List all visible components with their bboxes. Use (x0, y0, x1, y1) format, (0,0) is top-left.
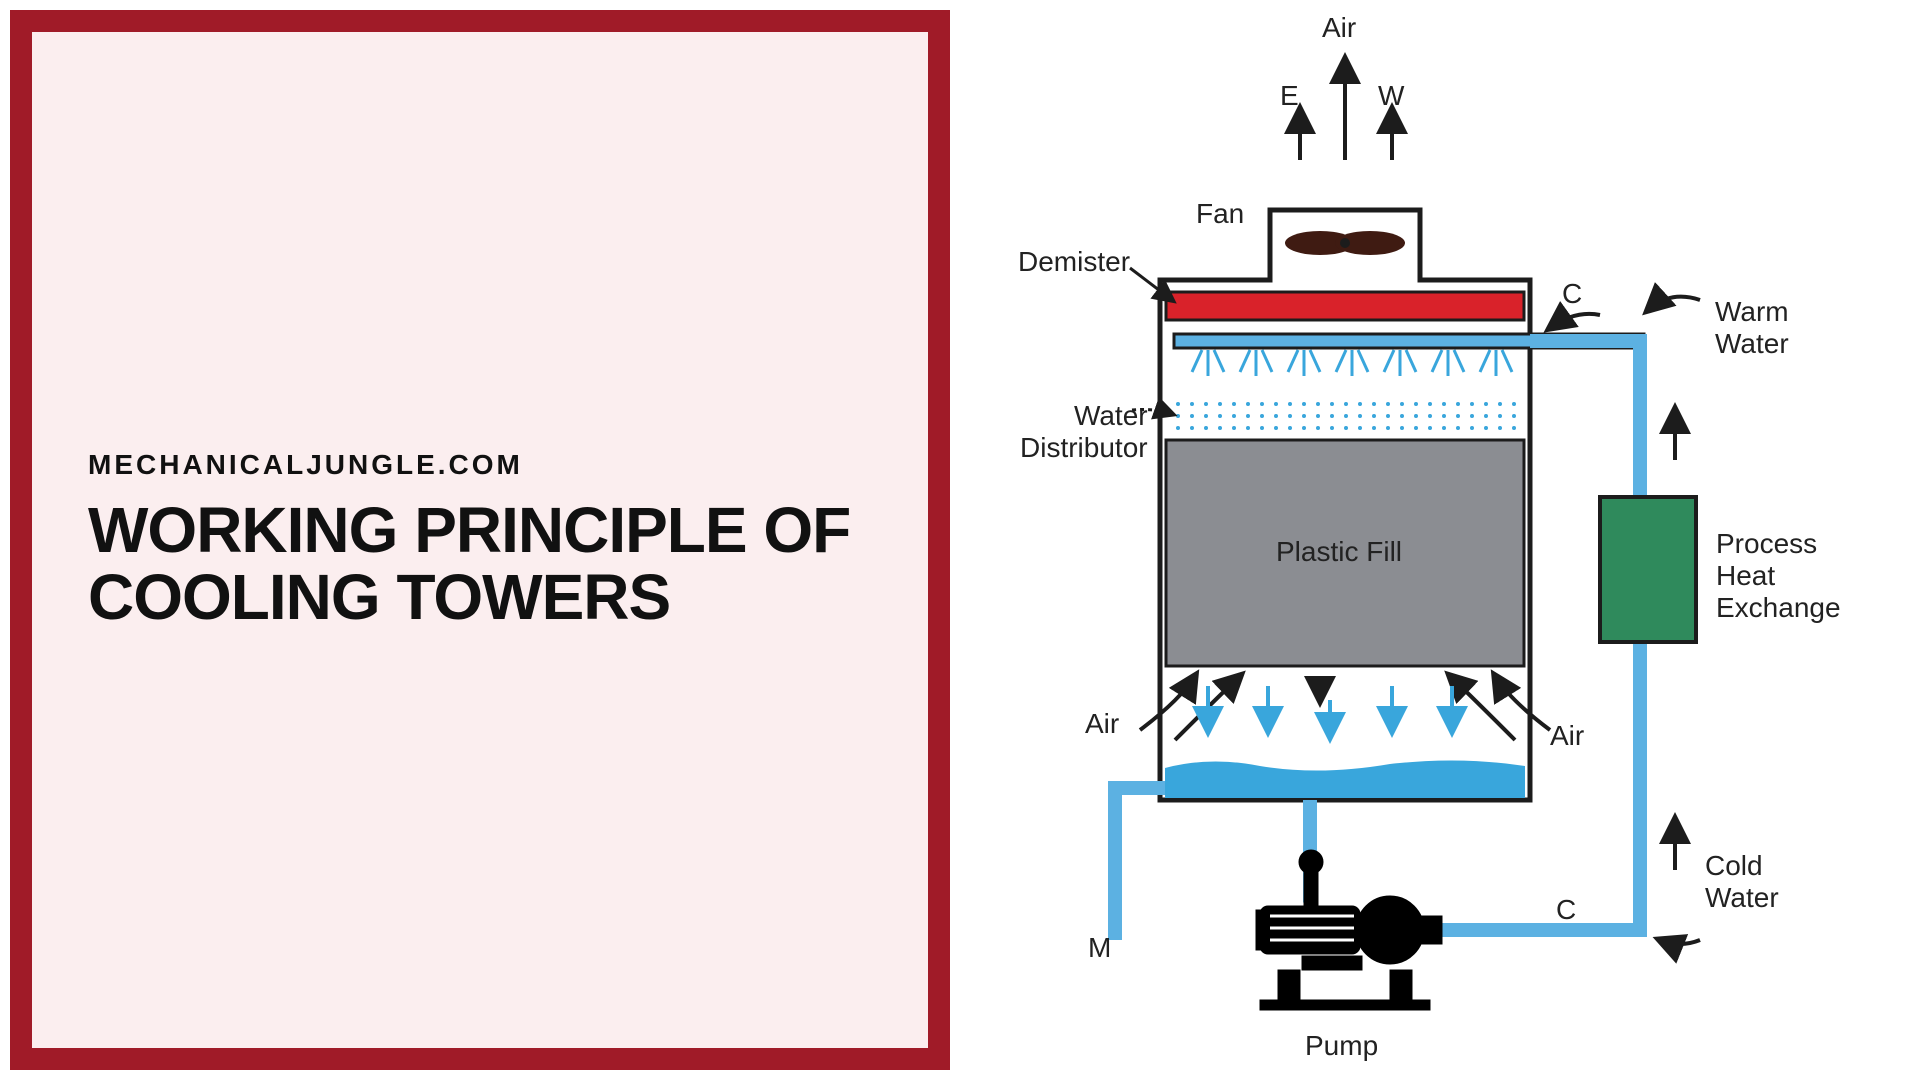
site-subtitle: MECHANICALJUNGLE.COM (88, 449, 888, 481)
spray-nozzles (1192, 350, 1512, 376)
pipe-exchanger-to-tower (1530, 341, 1640, 497)
label-E: E (1280, 80, 1299, 112)
label-air-right: Air (1550, 720, 1584, 752)
label-air-left: Air (1085, 708, 1119, 740)
label-air-top: Air (1322, 12, 1356, 44)
pump-icon (1256, 850, 1442, 1010)
water-basin (1165, 760, 1525, 798)
pipe-left-down (1115, 788, 1165, 940)
label-W: W (1378, 80, 1404, 112)
warm-water-arrows (1550, 297, 1700, 460)
label-heat-exchange: Process Heat Exchange (1716, 528, 1841, 625)
label-fan: Fan (1196, 198, 1244, 230)
label-warm-water: Warm Water (1715, 296, 1789, 360)
diagram-panel: Air E W Fan Demister C Warm Water Water … (960, 0, 1920, 1080)
label-plastic-fill: Plastic Fill (1276, 536, 1402, 568)
distributor-dots (1170, 398, 1522, 432)
label-M: M (1088, 932, 1111, 964)
label-cold-water: Cold Water (1705, 850, 1779, 914)
label-demister: Demister (1018, 246, 1130, 278)
label-C-top: C (1562, 278, 1582, 310)
air-inlet-arrows (1140, 676, 1550, 740)
page-title: WORKING PRINCIPLE OF COOLING TOWERS (88, 497, 888, 631)
demister-pointer (1130, 268, 1172, 300)
title-panel: MECHANICALJUNGLE.COM WORKING PRINCIPLE O… (0, 0, 960, 1080)
label-C-bottom: C (1556, 894, 1576, 926)
cooling-tower-diagram: Air E W Fan Demister C Warm Water Water … (960, 0, 1920, 1080)
demister-bar (1166, 292, 1524, 320)
falling-water-arrows (1208, 686, 1452, 736)
title-card: MECHANICALJUNGLE.COM WORKING PRINCIPLE O… (10, 10, 950, 1070)
label-pump: Pump (1305, 1030, 1378, 1062)
fan-icon (1285, 231, 1405, 255)
heat-exchanger (1600, 497, 1696, 642)
cold-water-arrows (1660, 820, 1700, 944)
label-water-distributor: Water Distributor (1020, 400, 1148, 464)
